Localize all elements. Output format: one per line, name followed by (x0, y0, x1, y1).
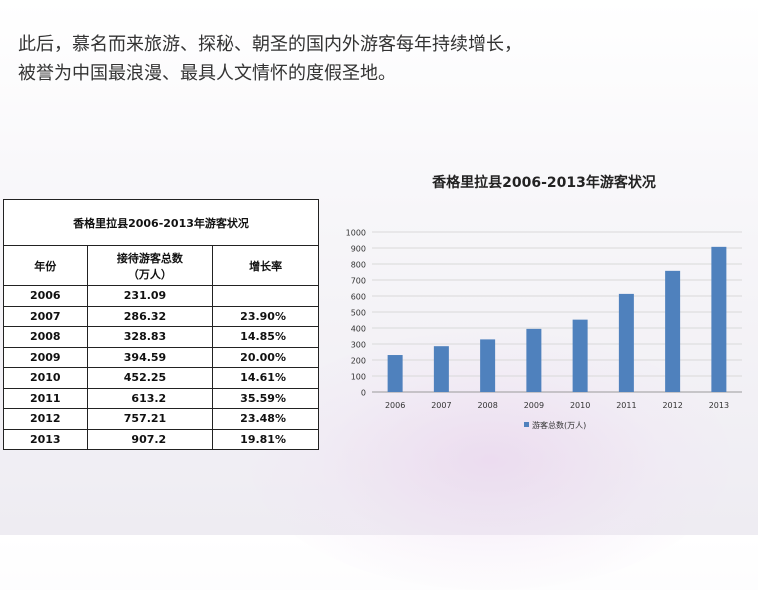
x-tick-label: 2010 (570, 401, 590, 410)
header-total-line1: 接待游客总数 (116, 251, 183, 265)
table-row: 2006 231.09 (3, 285, 319, 307)
y-tick-label: 100 (351, 373, 366, 382)
bar (387, 355, 403, 392)
cell-year: 2009 (3, 346, 88, 368)
x-tick-label: 2011 (616, 401, 636, 410)
header-total-line2: （万人） (127, 267, 172, 281)
cell-total: 286.32 (86, 305, 214, 327)
cell-rate: 19.81% (212, 428, 319, 450)
legend-label: 游客总数(万人) (532, 420, 586, 430)
table-row: 2012 757.21 23.48% (3, 408, 319, 430)
table-row: 2008 328.83 14.85% (3, 326, 319, 348)
cell-rate (212, 285, 319, 307)
intro-line-2: 被誉为中国最浪漫、最具人文情怀的度假圣地。 (18, 63, 396, 84)
y-tick-label: 700 (351, 277, 366, 286)
cell-year: 2006 (3, 285, 88, 307)
header-total: 接待游客总数 （万人） (86, 245, 214, 286)
y-tick-label: 0 (361, 389, 366, 398)
cell-total: 328.83 (86, 326, 214, 348)
y-tick-label: 800 (351, 261, 366, 270)
table-body: 2006 231.09 2007 286.32 23.90% 2008 328.83 14… (3, 285, 319, 450)
cell-rate: 20.00% (212, 346, 319, 368)
cell-rate: 35.59% (212, 387, 319, 409)
cell-year: 2012 (3, 408, 88, 430)
x-tick-label: 2012 (662, 401, 682, 410)
bar (480, 339, 496, 392)
y-tick-label: 600 (351, 293, 366, 302)
header-year: 年份 (3, 245, 88, 286)
table-row: 2010 452.25 14.61% (3, 367, 319, 389)
cell-rate: 14.61% (212, 367, 319, 389)
cell-total: 757.21 (86, 408, 214, 430)
y-tick-label: 300 (351, 341, 366, 350)
intro-text: 此后，慕名而来旅游、探秘、朝圣的国内外游客每年持续增长， 被誉为中国最浪漫、最具… (18, 30, 738, 88)
cell-total: 907.2 (86, 428, 214, 450)
cell-total: 613.2 (86, 387, 214, 409)
y-tick-label: 400 (351, 325, 366, 334)
cell-total: 452.25 (86, 367, 214, 389)
bar (526, 328, 542, 392)
chart-title: 香格里拉县2006-2013年游客状况 (432, 175, 656, 191)
bar (665, 270, 681, 392)
cell-rate: 23.90% (212, 305, 319, 327)
cell-year: 2013 (3, 428, 88, 450)
cell-year: 2010 (3, 367, 88, 389)
x-tick-label: 2008 (477, 401, 497, 410)
cell-year: 2011 (3, 387, 88, 409)
cell-year: 2007 (3, 305, 88, 327)
table-title: 香格里拉县2006-2013年游客状况 (3, 199, 319, 246)
x-tick-label: 2013 (709, 401, 729, 410)
table-row: 2007 286.32 23.90% (3, 305, 319, 327)
y-tick-label: 200 (351, 357, 366, 366)
x-tick-label: 2009 (524, 401, 544, 410)
y-tick-label: 900 (351, 245, 366, 254)
x-tick-label: 2007 (431, 401, 451, 410)
visitor-table: 香格里拉县2006-2013年游客状况 年份 接待游客总数 （万人） 增长率 2… (3, 199, 319, 450)
bar (572, 319, 588, 392)
bar (618, 293, 634, 392)
cell-rate: 14.85% (212, 326, 319, 348)
bar (711, 246, 727, 392)
y-tick-label: 1000 (346, 229, 366, 238)
bar-chart: 0 100 200 300 400 500 600 700 800 900 1000 2006 2007… (346, 229, 742, 430)
x-tick-label: 2006 (385, 401, 405, 410)
legend-swatch (524, 422, 529, 427)
header-rate: 增长率 (212, 245, 319, 286)
bar (433, 346, 449, 392)
table-row: 2011 613.2 35.59% (3, 387, 319, 409)
cell-year: 2008 (3, 326, 88, 348)
cell-rate: 23.48% (212, 408, 319, 430)
cell-total: 394.59 (86, 346, 214, 368)
y-tick-label: 500 (351, 309, 366, 318)
table-row: 2013 907.2 19.81% (3, 428, 319, 450)
table-row: 2009 394.59 20.00% (3, 346, 319, 368)
cell-total: 231.09 (86, 285, 214, 307)
intro-line-1: 此后，慕名而来旅游、探秘、朝圣的国内外游客每年持续增长， (18, 34, 522, 55)
